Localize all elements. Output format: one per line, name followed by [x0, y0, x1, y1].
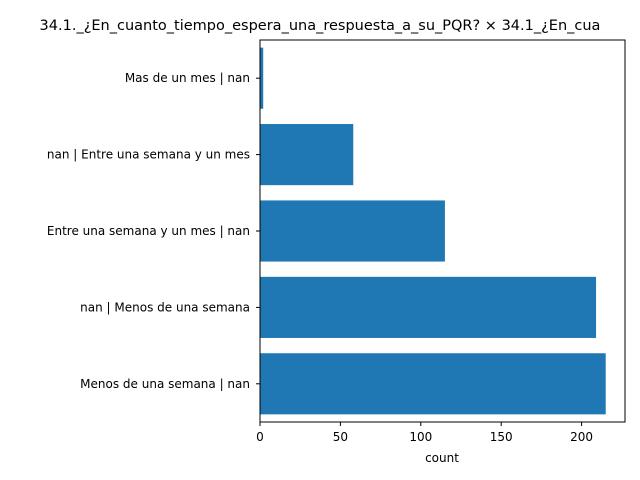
bar — [260, 124, 354, 186]
bar — [260, 276, 597, 338]
x-tick-label: 100 — [409, 430, 432, 444]
chart-title: 34.1._¿En_cuanto_tiempo_espera_una_respu… — [40, 18, 601, 34]
bar — [260, 47, 264, 109]
x-tick-label: 50 — [333, 430, 348, 444]
y-tick-label: Entre una semana y un mes | nan — [47, 224, 250, 238]
x-axis-ticks: 0 50 100 150 200 — [256, 422, 593, 444]
bar — [260, 200, 445, 262]
x-tick-label: 200 — [570, 430, 593, 444]
bar — [260, 353, 606, 415]
bars-group — [260, 47, 606, 415]
plot-frame — [259, 39, 626, 423]
x-tick-label: 150 — [490, 430, 513, 444]
y-tick-label: Menos de una semana | nan — [80, 377, 250, 391]
y-tick-label: Mas de un mes | nan — [125, 71, 250, 85]
y-tick-label: nan | Entre una semana y un mes — [47, 148, 250, 162]
y-tick-label: nan | Menos de una semana — [80, 300, 250, 314]
x-axis-label: count — [425, 451, 459, 465]
x-tick-label: 0 — [256, 430, 264, 444]
y-axis-ticks: Menos de una semana | nan nan | Menos de … — [47, 71, 260, 391]
